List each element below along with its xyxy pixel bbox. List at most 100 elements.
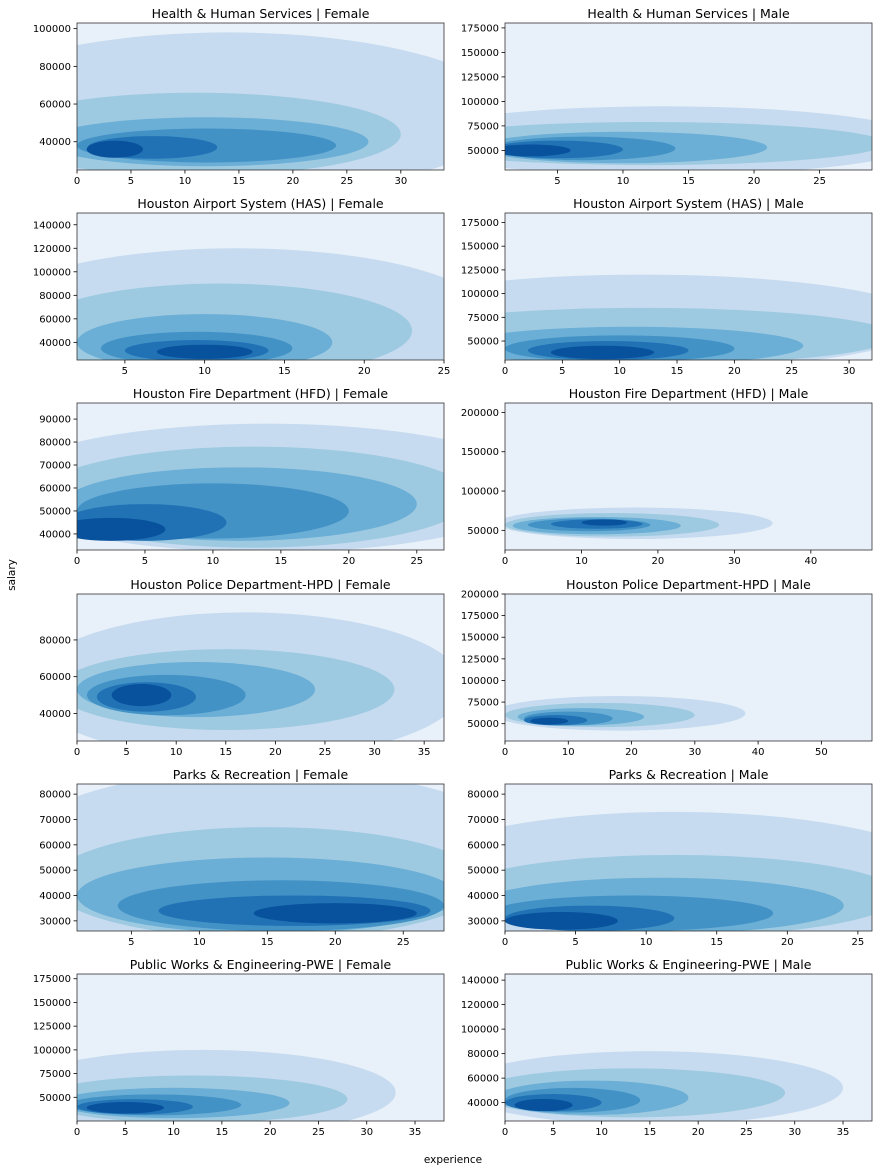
y-tick-label: 40000 — [467, 891, 499, 902]
x-tick-label: 25 — [397, 937, 410, 948]
x-tick-label: 0 — [502, 1127, 508, 1138]
x-tick-label: 5 — [123, 747, 129, 758]
axes-frame — [76, 593, 445, 742]
x-tick-label: 30 — [368, 747, 381, 758]
y-tick-label: 50000 — [467, 526, 499, 537]
subplot-title: Parks & Recreation | Male — [609, 767, 769, 782]
x-tick-label: 0 — [502, 556, 508, 567]
y-tick-label: 50000 — [467, 719, 499, 730]
axes-frame — [76, 22, 445, 171]
y-tick-label: 100000 — [461, 289, 499, 300]
x-tick-label: 20 — [748, 176, 761, 187]
subplot-title: Houston Police Department-HPD | Male — [566, 577, 811, 592]
y-tick-label: 60000 — [39, 100, 71, 111]
subplot-title: Houston Fire Department (HFD) | Female — [133, 386, 388, 401]
x-tick-label: 20 — [329, 937, 342, 948]
subplot-4: Houston Airport System (HAS) | Male 0 5 10 1… — [461, 196, 873, 377]
density-level-6 — [111, 684, 172, 707]
x-tick-label: 15 — [261, 937, 274, 948]
x-tick-label: 50 — [815, 747, 828, 758]
y-tick-label: 150000 — [461, 242, 499, 253]
subplot-title: Houston Airport System (HAS) | Male — [573, 196, 804, 211]
x-tick-label: 10 — [207, 556, 220, 567]
y-tick-label: 70000 — [39, 815, 71, 826]
x-tick-label: 30 — [394, 176, 407, 187]
x-tick-label: 30 — [788, 1127, 801, 1138]
y-tick-label: 140000 — [461, 976, 499, 987]
x-tick-label: 40 — [752, 747, 765, 758]
density-level-6 — [530, 717, 569, 725]
x-tick-label: 15 — [644, 1127, 657, 1138]
y-tick-label: 100000 — [461, 97, 499, 108]
x-tick-label: 10 — [193, 937, 206, 948]
x-tick-label: 30 — [728, 556, 741, 567]
y-tick-label: 75000 — [467, 313, 499, 324]
x-tick-label: 5 — [128, 937, 134, 948]
subplot-10: Parks & Recreation | Male 0 5 10 15 20 25 30000… — [467, 767, 873, 948]
subplot-title: Health & Human Services | Male — [587, 6, 790, 21]
density-level-6 — [505, 911, 618, 930]
y-tick-label: 30000 — [467, 916, 499, 927]
y-tick-label: 70000 — [467, 815, 499, 826]
x-tick-label: 25 — [319, 747, 332, 758]
x-tick-label: 15 — [275, 556, 288, 567]
x-tick-label: 15 — [710, 937, 723, 948]
y-tick-label: 40000 — [39, 709, 71, 720]
subplot-8: Houston Police Department-HPD | Male 0 10 2… — [461, 577, 873, 758]
y-tick-label: 80000 — [467, 1049, 499, 1060]
subplot-title: Public Works & Engineering-PWE | Female — [130, 957, 392, 972]
y-tick-label: 30000 — [39, 916, 71, 927]
y-tick-label: 150000 — [461, 48, 499, 59]
x-tick-label: 35 — [837, 1127, 850, 1138]
x-tick-label: 15 — [682, 176, 695, 187]
axes-frame — [76, 212, 445, 361]
density-level-6 — [86, 1102, 164, 1114]
y-tick-label: 175000 — [33, 974, 71, 985]
subplot-3: Houston Airport System (HAS) | Female 5 10… — [33, 196, 451, 377]
x-tick-label: 5 — [572, 937, 578, 948]
y-tick-label: 120000 — [33, 244, 71, 255]
density-level-6 — [514, 1098, 573, 1112]
density-level-6 — [77, 517, 166, 541]
x-axis-label: experience — [424, 1154, 482, 1166]
x-tick-label: 10 — [198, 366, 211, 377]
x-tick-label: 25 — [312, 1127, 325, 1138]
y-tick-label: 60000 — [39, 483, 71, 494]
axes-frame — [504, 212, 873, 361]
x-tick-label: 25 — [438, 366, 451, 377]
y-tick-label: 90000 — [39, 415, 71, 426]
axes-frame — [76, 973, 445, 1122]
x-tick-label: 20 — [358, 366, 371, 377]
y-tick-label: 40000 — [39, 137, 71, 148]
subplot-grid: Health & Human Services | Female 0 5 10 15 20… — [33, 6, 873, 1138]
y-tick-label: 50000 — [467, 337, 499, 348]
x-tick-label: 30 — [360, 1127, 373, 1138]
y-tick-label: 75000 — [39, 1069, 71, 1080]
subplot-9: Parks & Recreation | Female 5 10 15 20 25 3000… — [39, 767, 445, 948]
x-tick-label: 10 — [595, 1127, 608, 1138]
x-tick-label: 10 — [170, 747, 183, 758]
x-tick-label: 0 — [74, 556, 80, 567]
subplot-title: Public Works & Engineering-PWE | Male — [566, 957, 812, 972]
axes-frame — [504, 593, 873, 742]
subplot-title: Health & Human Services | Female — [152, 6, 370, 21]
y-tick-label: 60000 — [39, 840, 71, 851]
y-tick-label: 50000 — [39, 1093, 71, 1104]
axes-frame — [504, 973, 873, 1122]
y-tick-label: 80000 — [39, 635, 71, 646]
y-tick-label: 100000 — [461, 1025, 499, 1036]
x-tick-label: 5 — [122, 1127, 128, 1138]
x-tick-label: 10 — [562, 747, 575, 758]
y-axis-label: salary — [6, 559, 18, 591]
x-tick-label: 20 — [728, 366, 741, 377]
subplot-6: Houston Fire Department (HFD) | Male 0 10 2… — [461, 386, 873, 567]
x-tick-label: 15 — [671, 366, 684, 377]
y-tick-label: 40000 — [467, 1098, 499, 1109]
x-tick-label: 20 — [625, 747, 638, 758]
subplot-2: Health & Human Services | Male 5 10 15 20 25 5… — [461, 6, 873, 187]
subplot-title: Parks & Recreation | Female — [173, 767, 349, 782]
y-tick-label: 175000 — [461, 218, 499, 229]
x-tick-label: 0 — [74, 1127, 80, 1138]
x-tick-label: 35 — [409, 1127, 422, 1138]
